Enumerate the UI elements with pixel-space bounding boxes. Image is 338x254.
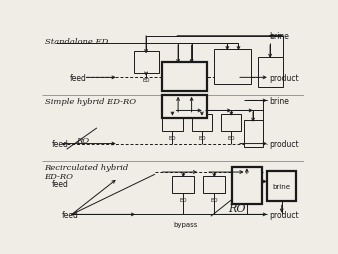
Bar xyxy=(203,176,225,193)
Text: Standalone ED: Standalone ED xyxy=(45,37,108,45)
Text: RO: RO xyxy=(76,136,90,144)
Text: Recirculated hybrid
ED-RO: Recirculated hybrid ED-RO xyxy=(45,163,129,180)
Text: RO: RO xyxy=(228,203,246,213)
Text: ED: ED xyxy=(169,136,176,140)
Text: brine: brine xyxy=(273,183,291,189)
Bar xyxy=(172,176,194,193)
Text: product: product xyxy=(269,74,299,83)
Text: feed: feed xyxy=(70,74,87,83)
Bar xyxy=(162,63,207,92)
Bar xyxy=(214,50,251,84)
Text: ED: ED xyxy=(142,78,150,83)
Text: bypass: bypass xyxy=(173,221,198,227)
Text: product: product xyxy=(269,210,299,219)
Bar xyxy=(192,115,212,132)
Bar xyxy=(221,115,241,132)
Bar xyxy=(244,121,263,148)
Text: brine: brine xyxy=(269,32,289,41)
Text: brine: brine xyxy=(269,97,289,105)
Text: feed: feed xyxy=(52,139,68,149)
Text: ED: ED xyxy=(227,136,235,140)
Text: feed: feed xyxy=(62,210,78,219)
Text: ED: ED xyxy=(198,136,206,140)
Bar xyxy=(232,167,262,204)
Text: product: product xyxy=(269,139,299,149)
Text: ED: ED xyxy=(211,197,218,202)
Text: Simple hybrid ED-RO: Simple hybrid ED-RO xyxy=(45,98,136,106)
Bar xyxy=(162,96,207,119)
Text: feed: feed xyxy=(52,179,68,188)
Text: ED: ED xyxy=(179,197,187,202)
Bar xyxy=(162,115,183,132)
Bar xyxy=(134,52,159,73)
Bar xyxy=(267,171,296,201)
Text: ED: ED xyxy=(180,97,189,101)
Bar xyxy=(258,57,283,88)
